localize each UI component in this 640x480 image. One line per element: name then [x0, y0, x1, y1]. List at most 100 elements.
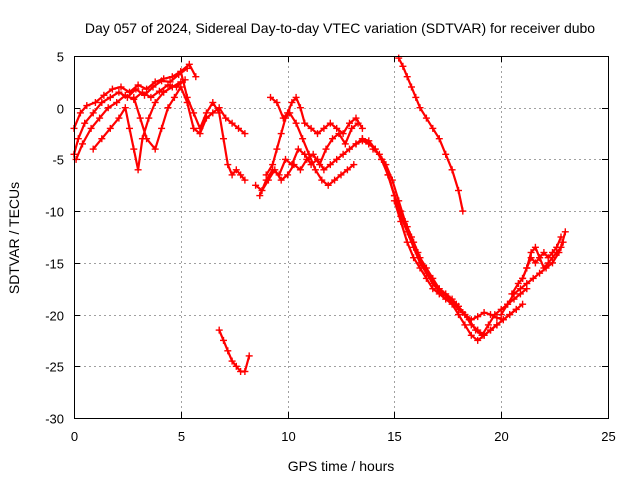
data-point	[487, 326, 494, 334]
data-point	[506, 311, 514, 319]
data-point	[292, 93, 300, 101]
data-point	[115, 114, 123, 122]
data-point	[296, 166, 304, 174]
data-point	[326, 119, 334, 127]
data-series	[267, 93, 366, 138]
data-point	[269, 161, 277, 169]
data-point	[519, 274, 527, 282]
data-point	[508, 290, 516, 298]
data-point	[202, 109, 210, 117]
x-tick-label: 0	[71, 429, 78, 444]
data-point	[96, 114, 104, 122]
data-point	[369, 145, 377, 153]
data-point	[322, 145, 330, 153]
data-point	[235, 124, 242, 132]
data-point	[134, 166, 142, 174]
data-point	[553, 249, 561, 256]
data-point	[350, 161, 358, 169]
data-point	[497, 311, 505, 319]
data-point	[121, 104, 129, 112]
data-point	[81, 119, 89, 127]
data-point	[164, 81, 172, 89]
axis-ticks: 0 5 10 15 20 25 5 0 -5 -10 -15 -20 -25 -30	[45, 50, 616, 445]
data-point	[455, 311, 462, 319]
data-point	[499, 316, 507, 324]
data-point	[134, 81, 142, 89]
data-point	[130, 145, 138, 153]
data-point	[318, 176, 326, 184]
data-series	[89, 78, 185, 174]
data-point	[228, 119, 236, 127]
data-point	[151, 145, 159, 153]
data-point	[100, 91, 108, 99]
data-point	[410, 254, 418, 262]
data-point	[305, 150, 313, 158]
data-point	[314, 130, 321, 138]
data-point	[395, 54, 403, 62]
data-point	[352, 114, 360, 122]
data-point	[557, 243, 565, 251]
data-point	[365, 140, 373, 148]
data-point	[455, 187, 462, 194]
y-tick-label: -10	[45, 205, 64, 220]
x-tick-label: 25	[601, 429, 615, 444]
data-point	[241, 176, 249, 184]
data-point	[273, 145, 281, 153]
data-point	[288, 161, 296, 169]
data-point	[252, 181, 260, 189]
data-point	[113, 99, 121, 106]
data-point	[435, 290, 443, 298]
data-point	[108, 85, 116, 93]
data-point	[136, 114, 144, 122]
data-point	[106, 93, 114, 101]
data-point	[529, 274, 537, 282]
data-point	[228, 171, 236, 179]
data-point	[215, 326, 223, 334]
data-point	[151, 99, 159, 106]
series-line	[132, 85, 246, 151]
data-point	[224, 161, 232, 169]
series-line	[74, 78, 187, 161]
data-point	[89, 145, 97, 153]
data-series	[130, 83, 249, 153]
data-point	[333, 155, 341, 163]
data-point	[314, 155, 321, 163]
data-point	[435, 135, 443, 143]
data-point	[256, 192, 264, 200]
data-point	[403, 238, 411, 246]
data-point	[531, 243, 539, 251]
series-line	[258, 139, 370, 197]
data-point	[262, 171, 270, 179]
data-point	[196, 124, 204, 132]
data-point	[74, 135, 82, 143]
data-point	[358, 124, 366, 132]
data-point	[311, 166, 319, 174]
data-point	[284, 171, 292, 179]
data-point	[115, 88, 123, 96]
data-point	[339, 150, 347, 158]
chart-title: Day 057 of 2024, Sidereal Day-to-day VTE…	[85, 20, 595, 36]
data-point	[382, 161, 390, 169]
data-point	[416, 264, 424, 272]
data-point	[282, 155, 289, 163]
data-point	[422, 114, 430, 122]
data-point	[549, 254, 556, 262]
data-point	[164, 104, 172, 112]
x-axis-label: GPS time / hours	[288, 458, 395, 474]
data-point	[459, 309, 467, 316]
data-point	[296, 104, 304, 112]
data-point	[348, 124, 356, 132]
data-point	[448, 300, 456, 308]
data-point	[224, 347, 232, 355]
data-point	[277, 176, 285, 184]
data-point	[279, 114, 287, 122]
data-point	[149, 83, 157, 91]
data-point	[390, 197, 398, 205]
data-point	[147, 93, 155, 101]
data-point	[277, 130, 285, 138]
y-tick-label: 5	[57, 50, 64, 65]
data-point	[331, 176, 339, 184]
data-point	[536, 254, 544, 262]
x-tick-label: 15	[387, 429, 401, 444]
data-point	[519, 300, 527, 308]
